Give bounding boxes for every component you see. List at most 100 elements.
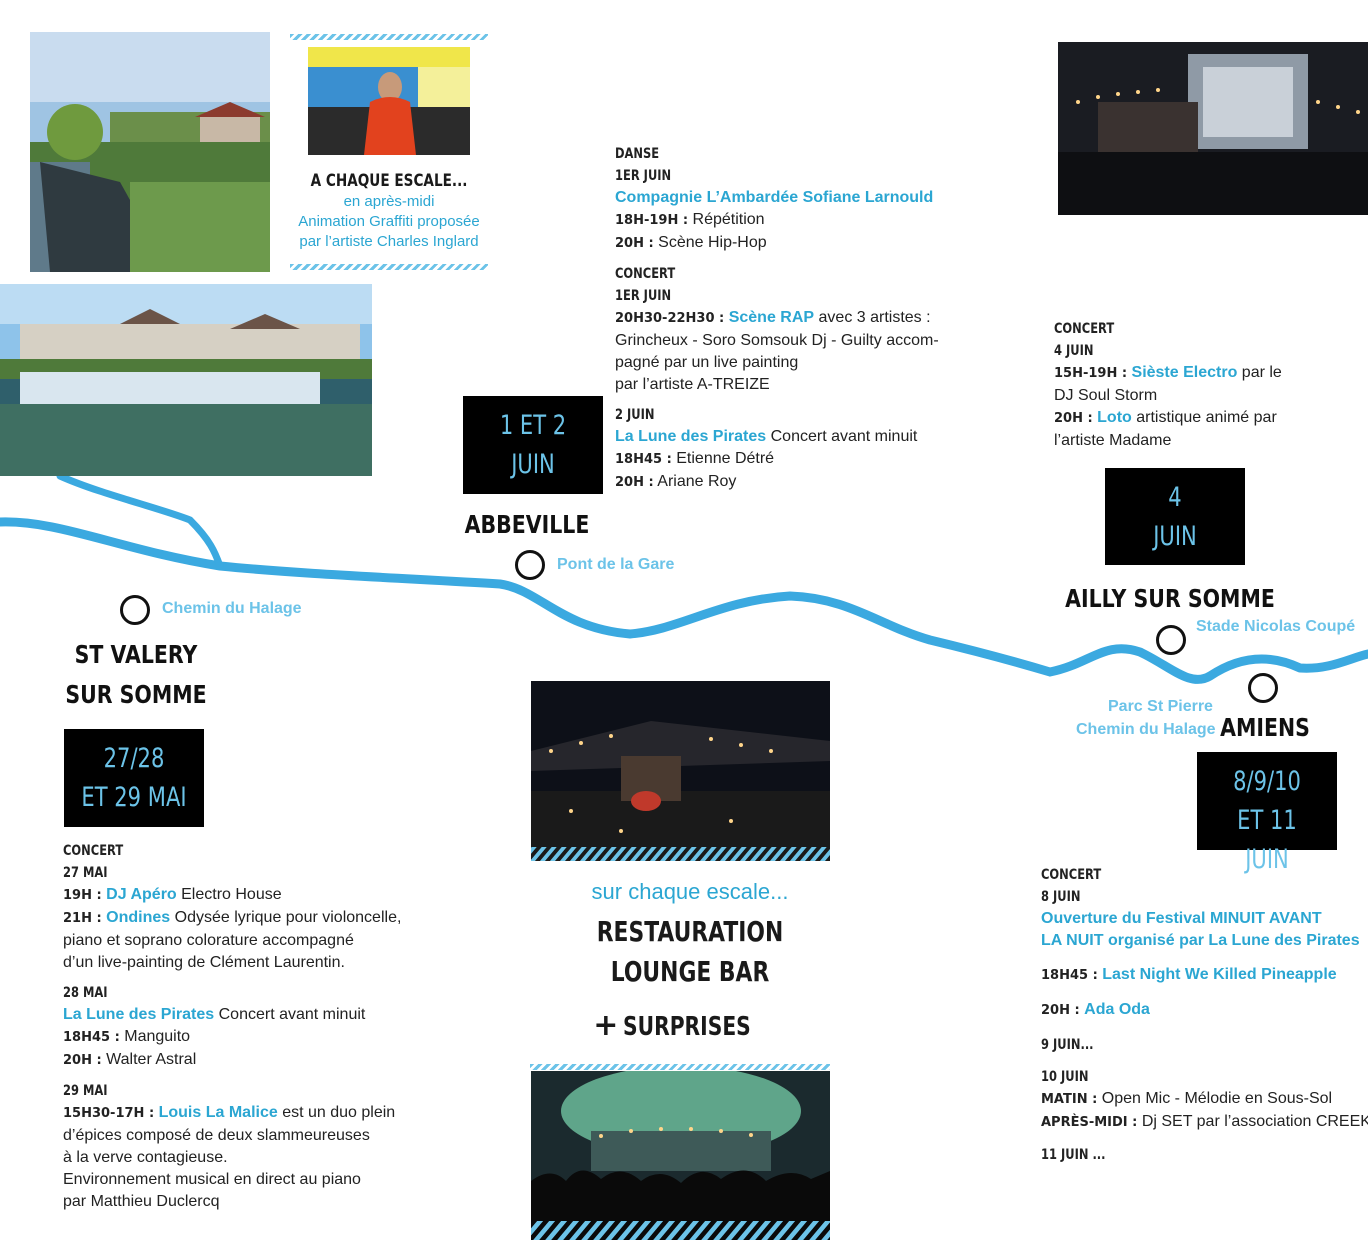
abb-lune: La Lune des Pirates — [615, 428, 767, 445]
stv-lune: La Lune des Pirates — [63, 1006, 215, 1023]
ailly-date-2: JUIN — [1153, 521, 1197, 552]
stv-t2: 21H : — [63, 911, 102, 926]
abbeville-city: ABBEVILLE — [464, 510, 590, 539]
photo-graffiti-boat — [0, 284, 372, 476]
abb-t5: 20H : — [615, 475, 654, 490]
ailly-t2-l2: l’artiste Madame — [1054, 432, 1172, 449]
photo-night-concert-boat — [531, 681, 830, 861]
ami-date-1: 8 JUIN — [1041, 889, 1081, 905]
stv-t1-txt: Electro House — [176, 886, 282, 903]
ailly-city: AILLY SUR SOMME — [1065, 584, 1275, 613]
abbeville-date-1: 1 ET 2 — [499, 410, 567, 441]
ami-t4-txt: Dj SET par l’association CREEK — [1137, 1113, 1368, 1130]
stv-t2-txt: Odysée lyrique pour violoncelle, — [170, 909, 402, 926]
ailly-heading: CONCERT — [1054, 321, 1115, 337]
ami-date-3: 10 JUIN — [1041, 1069, 1089, 1085]
ami-date-4: 11 JUIN ... — [1041, 1147, 1106, 1163]
center-line1: sur chaque escale... — [591, 879, 789, 904]
photo-boats-canal — [30, 32, 270, 272]
ami-open-2: LA NUIT organisé par La Lune des Pirates — [1041, 932, 1360, 949]
stv-t5-txt: est un duo plein — [277, 1104, 396, 1121]
stvalery-city-2: SUR SOMME — [65, 680, 207, 709]
stvalery-place: Chemin du Halage — [162, 600, 302, 617]
abb-t1: 18H-19H : — [615, 213, 689, 228]
stv-heading: CONCERT — [63, 843, 124, 859]
stv-lune-txt: Concert avant minuit — [214, 1006, 366, 1023]
abb-t2: 20H : — [615, 236, 654, 251]
ailly-date-1: 4 — [1168, 482, 1182, 513]
amiens-place-2: Chemin du Halage — [1076, 721, 1216, 738]
ailly-t1: 15H-19H : — [1054, 366, 1128, 381]
stvalery-date-2: ET 29 MAI — [81, 782, 187, 813]
stvalery-date-box: 27/28 ET 29 MAI — [64, 729, 204, 827]
center-line4: SURPRISES — [622, 1012, 751, 1042]
amiens-date-2: ET 11 JUIN — [1237, 805, 1297, 875]
abbeville-pin — [515, 550, 545, 580]
stv-t3-txt: Manguito — [119, 1028, 191, 1045]
stv-date-3: 29 MAI — [63, 1083, 108, 1099]
photo-crowd-concert — [531, 1071, 830, 1240]
ailly-t1-l2: DJ Soul Storm — [1054, 387, 1158, 404]
abbeville-date-box: 1 ET 2 JUIN — [463, 396, 603, 494]
intro-line3: par l’artiste Charles Inglard — [299, 233, 479, 250]
stv-t4-txt: Walter Astral — [101, 1051, 197, 1068]
stv-t2-l3: d’un live-painting de Clément Laurentin. — [63, 954, 345, 971]
ami-t4: APRÈS-MIDI : — [1041, 1115, 1138, 1130]
stvalery-pin — [120, 595, 150, 625]
stripe-bottom-intro — [290, 264, 488, 270]
abb-company: Compagnie L’Ambardée Sofiane Larnould — [615, 189, 934, 206]
intro-line1: en après-midi — [343, 193, 435, 210]
river-main — [0, 517, 1368, 684]
photo-outdoor-cinema — [1058, 42, 1368, 215]
abb-t3-txt: avec 3 artistes : — [814, 309, 931, 326]
ailly-t2-txt: artistique animé par — [1131, 409, 1277, 426]
abbeville-date-2: JUIN — [511, 449, 555, 480]
abb-t3-hl: Scène RAP — [728, 309, 815, 326]
ami-t2-hl: Ada Oda — [1084, 1001, 1150, 1018]
intro-title: A CHAQUE ESCALE... — [310, 171, 468, 191]
abb-t5-txt: Ariane Roy — [653, 473, 737, 490]
stv-t5-l5: par Matthieu Duclercq — [63, 1193, 220, 1210]
ailly-t2: 20H : — [1054, 411, 1093, 426]
abb-date-2: 1ER JUIN — [615, 288, 672, 304]
stv-date-2: 28 MAI — [63, 985, 108, 1001]
abb-date-3: 2 JUIN — [615, 407, 655, 423]
abb-t4-txt: Etienne Détré — [671, 450, 775, 467]
stvalery-date-1: 27/28 — [103, 743, 165, 774]
ami-heading: CONCERT — [1041, 867, 1102, 883]
amiens-date-box: 8/9/10 ET 11 JUIN — [1197, 752, 1337, 875]
abb-t4: 18H45 : — [615, 452, 672, 467]
abb-t3: 20H30-22H30 : — [615, 311, 725, 326]
stv-t4: 20H : — [63, 1053, 102, 1068]
abb-heading-concert: CONCERT — [615, 266, 676, 282]
ami-t1: 18H45 : — [1041, 968, 1098, 983]
intro-line2: Animation Graffiti proposée — [298, 213, 480, 230]
ailly-date: 4 JUIN — [1054, 343, 1094, 359]
stv-t3: 18H45 : — [63, 1030, 120, 1045]
stripe-top-intro — [290, 34, 488, 40]
stv-t5-l4: Environnement musical en direct au piano — [63, 1171, 361, 1188]
stv-t2-l2: piano et soprano colorature accompagné — [63, 932, 354, 949]
abb-t1-txt: Répétition — [688, 211, 765, 228]
ailly-t1-txt: par le — [1237, 364, 1282, 381]
abb-t3-l4: par l’artiste A-TREIZE — [615, 376, 770, 393]
river-branch — [56, 472, 224, 570]
stv-date-1: 27 MAI — [63, 865, 108, 881]
ami-t1-hl: Last Night We Killed Pineapple — [1102, 966, 1337, 983]
abb-t3-l2: Grincheux - Soro Somsouk Dj - Guilty acc… — [615, 332, 939, 349]
stv-t1: 19H : — [63, 888, 102, 903]
center-line3: LOUNGE BAR — [610, 955, 770, 988]
ailly-pin — [1156, 625, 1186, 655]
amiens-city: AMIENS — [1220, 713, 1310, 742]
center-plus: + — [593, 1008, 619, 1043]
ailly-t1-hl: Sièste Electro — [1131, 364, 1238, 381]
abb-lune-txt: Concert avant minuit — [766, 428, 918, 445]
abb-t2-txt: Scène Hip-Hop — [653, 234, 767, 251]
abb-heading-danse: DANSE — [615, 146, 660, 162]
abb-date-1: 1ER JUIN — [615, 168, 672, 184]
stv-t2-hl: Ondines — [106, 909, 171, 926]
photo-graffiti-artist — [308, 47, 470, 155]
ami-t3: MATIN : — [1041, 1092, 1098, 1107]
ailly-t2-hl: Loto — [1097, 409, 1132, 426]
